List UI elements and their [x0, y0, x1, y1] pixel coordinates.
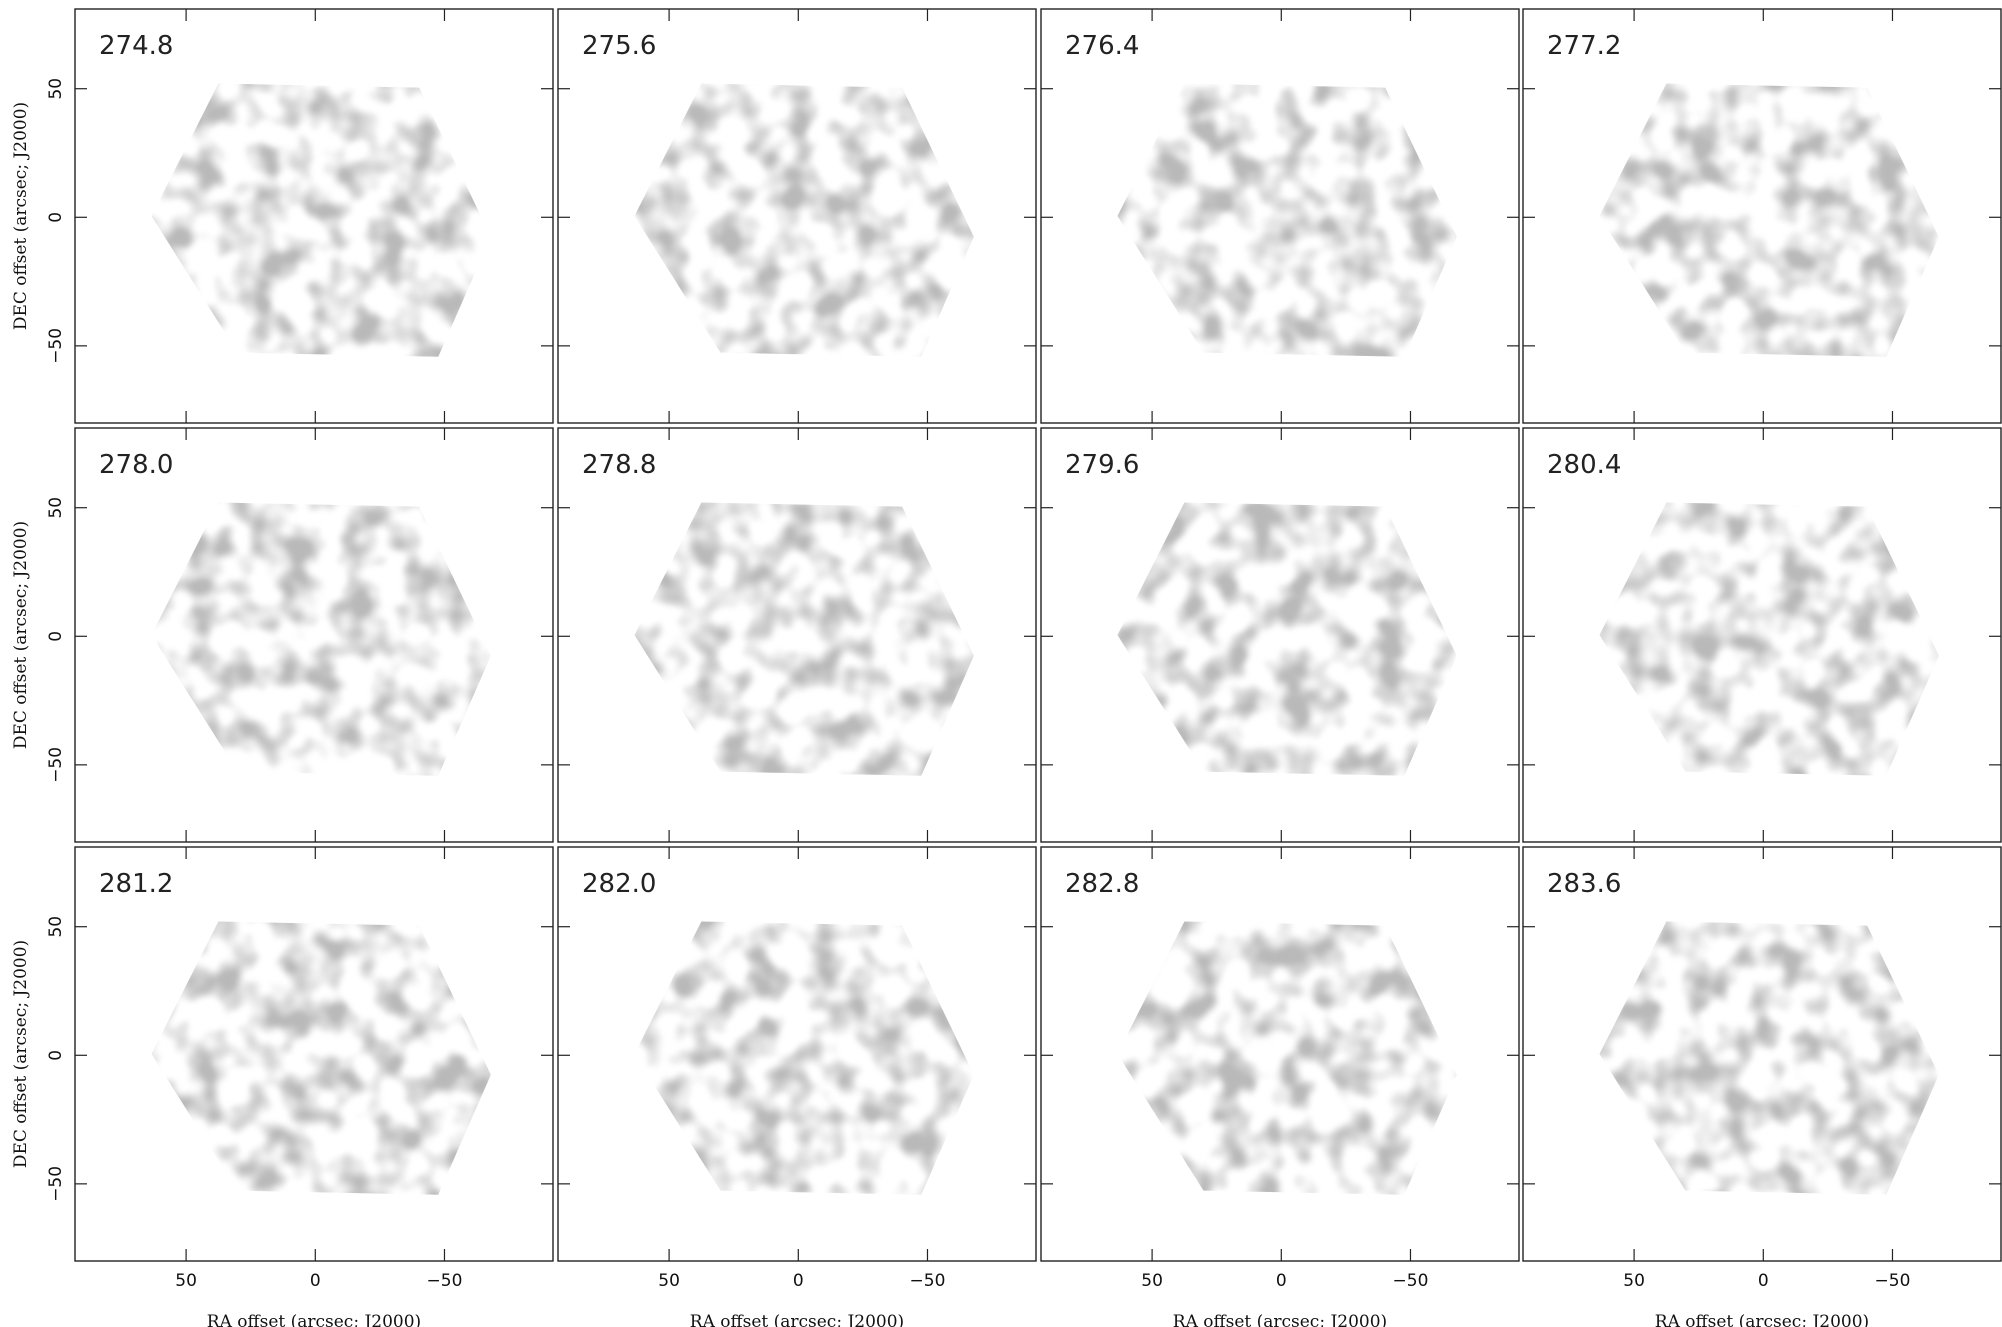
- emission-map: [634, 83, 974, 357]
- panel: 278.0 −50 0 50 DEC offset (arcsec; J2000): [11, 427, 554, 843]
- y-tick-label: 50: [46, 78, 66, 100]
- panel-frame: [74, 8, 554, 424]
- y-axis-label: DEC offset (arcsec; J2000): [11, 102, 31, 330]
- panel-frame: [1522, 8, 2002, 424]
- y-tick-label: 0: [46, 631, 66, 642]
- panel-frame: [1522, 846, 2002, 1262]
- figure-body: 274.8 −50 0 50 DEC offset (arcsec; J2000) 275…: [11, 8, 2002, 1327]
- panel-frame: [557, 846, 1037, 1262]
- emission-map: [151, 502, 491, 776]
- x-tick-label: −50: [910, 1271, 946, 1291]
- channel-label: 278.8: [582, 450, 656, 480]
- x-tick-label: 50: [658, 1271, 680, 1291]
- x-tick-label: 50: [1623, 1271, 1645, 1291]
- x-axis-label: RA offset (arcsec; J2000): [690, 1312, 904, 1327]
- y-tick-label: 0: [46, 212, 66, 223]
- channel-label: 282.0: [582, 869, 656, 899]
- channel-label: 279.6: [1065, 450, 1139, 480]
- x-tick-label: −50: [1393, 1271, 1429, 1291]
- emission-map: [151, 83, 491, 357]
- channel-label: 278.0: [99, 450, 173, 480]
- channel-label: 276.4: [1065, 31, 1139, 61]
- x-tick-label: −50: [1875, 1271, 1911, 1291]
- channel-label: 280.4: [1547, 450, 1621, 480]
- y-tick-label: 50: [46, 916, 66, 938]
- y-tick-label: −50: [46, 1166, 66, 1202]
- panel: 281.2 50 0 −50 −50 0 50 DEC offset (arcsec; J20…: [11, 846, 554, 1327]
- y-tick-label: −50: [46, 328, 66, 364]
- panel: 278.8: [557, 427, 1037, 843]
- channel-label: 281.2: [99, 869, 173, 899]
- y-tick-label: −50: [46, 747, 66, 783]
- emission-map: [1117, 921, 1457, 1195]
- panel: 282.8 50 0 −50 RA offset (arcsec; J2000): [1040, 846, 1520, 1327]
- panel-frame: [1522, 427, 2002, 843]
- panel: 277.2: [1522, 8, 2002, 424]
- panel-frame: [1040, 8, 1520, 424]
- emission-map: [1599, 83, 1939, 357]
- panel: 274.8 −50 0 50 DEC offset (arcsec; J2000): [11, 8, 554, 424]
- y-axis-label: DEC offset (arcsec; J2000): [11, 940, 31, 1168]
- channel-label: 277.2: [1547, 31, 1621, 61]
- emission-map: [1117, 502, 1457, 776]
- emission-map: [1117, 83, 1457, 357]
- x-tick-label: 0: [310, 1271, 321, 1291]
- panel: 280.4: [1522, 427, 2002, 843]
- x-tick-label: 0: [1758, 1271, 1769, 1291]
- x-axis-label: RA offset (arcsec; J2000): [207, 1312, 421, 1327]
- y-tick-label: 0: [46, 1050, 66, 1061]
- x-tick-label: −50: [427, 1271, 463, 1291]
- panel-frame: [1040, 427, 1520, 843]
- x-tick-label: 0: [1276, 1271, 1287, 1291]
- panel-frame: [74, 846, 554, 1262]
- emission-map: [634, 502, 974, 776]
- panel-frame: [557, 427, 1037, 843]
- panel-frame: [74, 427, 554, 843]
- channel-label: 283.6: [1547, 869, 1621, 899]
- panel: 279.6: [1040, 427, 1520, 843]
- channel-label: 282.8: [1065, 869, 1139, 899]
- emission-map: [1599, 921, 1939, 1195]
- x-axis-label: RA offset (arcsec; J2000): [1173, 1312, 1387, 1327]
- channel-label: 275.6: [582, 31, 656, 61]
- x-axis-label: RA offset (arcsec; J2000): [1655, 1312, 1869, 1327]
- y-tick-label: 50: [46, 497, 66, 519]
- panel: 282.0 50 0 −50 RA offset (arcsec; J2000): [557, 846, 1037, 1327]
- panel: 275.6: [557, 8, 1037, 424]
- y-axis-label: DEC offset (arcsec; J2000): [11, 521, 31, 749]
- emission-map: [151, 921, 491, 1195]
- panel-frame: [557, 8, 1037, 424]
- x-tick-label: 50: [175, 1271, 197, 1291]
- panel: 276.4: [1040, 8, 1520, 424]
- emission-map: [1599, 502, 1939, 776]
- channel-label: 274.8: [99, 31, 173, 61]
- x-tick-label: 0: [793, 1271, 804, 1291]
- emission-map: [634, 921, 974, 1195]
- panel-frame: [1040, 846, 1520, 1262]
- panel: 283.6 50 0 −50 RA offset (arcsec; J2000): [1522, 846, 2002, 1327]
- x-tick-label: 50: [1141, 1271, 1163, 1291]
